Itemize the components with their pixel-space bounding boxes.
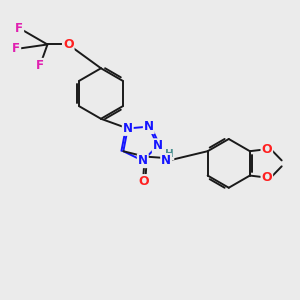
Text: F: F: [36, 59, 44, 72]
Text: N: N: [123, 122, 133, 135]
Text: N: N: [138, 154, 148, 167]
Text: O: O: [262, 170, 272, 184]
Text: F: F: [15, 22, 23, 34]
Text: H: H: [165, 149, 173, 160]
Text: O: O: [262, 143, 272, 156]
Text: N: N: [153, 139, 163, 152]
Text: N: N: [161, 154, 171, 167]
Text: F: F: [12, 42, 20, 56]
Text: N: N: [144, 120, 154, 133]
Text: O: O: [138, 175, 148, 188]
Text: O: O: [63, 38, 74, 51]
